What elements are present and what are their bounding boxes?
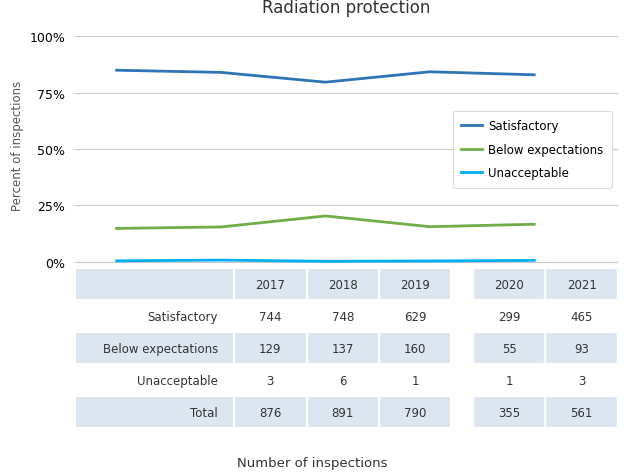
- Legend: Satisfactory, Below expectations, Unacceptable: Satisfactory, Below expectations, Unacce…: [453, 112, 612, 188]
- Y-axis label: Percent of inspections: Percent of inspections: [11, 80, 24, 210]
- Title: Radiation protection: Radiation protection: [262, 0, 431, 17]
- Text: Number of inspections: Number of inspections: [236, 456, 388, 469]
